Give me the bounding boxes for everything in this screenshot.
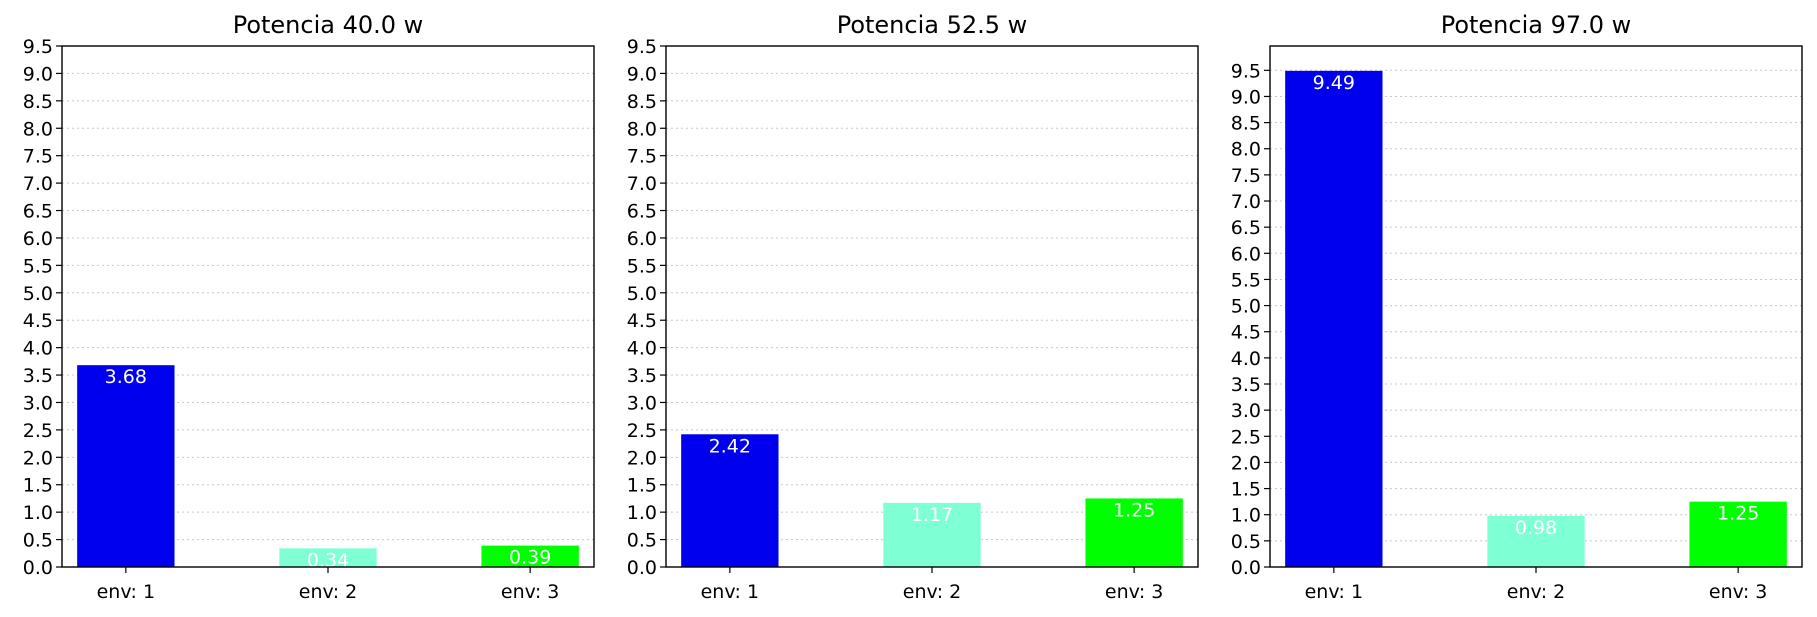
y-tick-label: 6.5 <box>627 201 657 223</box>
y-tick-label: 5.5 <box>23 255 53 277</box>
bar-value-label: 3.68 <box>105 366 147 388</box>
y-tick-label: 7.0 <box>627 173 657 195</box>
y-tick-label: 2.0 <box>627 447 657 469</box>
y-tick-label: 2.5 <box>23 420 53 442</box>
y-tick-label: 6.0 <box>627 228 657 250</box>
chart-title: Potencia 40.0 w <box>233 11 424 39</box>
bar-2-2 <box>883 502 981 567</box>
x-tick-label: env: 1 <box>97 581 155 603</box>
y-tick-label: 9.5 <box>627 36 657 58</box>
y-tick-label: 4.5 <box>23 310 53 332</box>
bar-1-3 <box>481 545 579 567</box>
y-tick-label: 2.5 <box>1231 426 1261 448</box>
x-tick-label: env: 1 <box>1305 581 1363 603</box>
y-tick-label: 9.5 <box>1231 60 1261 82</box>
chart-title: Potencia 97.0 w <box>1441 11 1632 39</box>
y-tick-label: 3.5 <box>1231 374 1261 396</box>
y-tick-label: 2.5 <box>627 420 657 442</box>
chart-panel-1: 3.68 0.34 0.39 0.0 0.5 1.0 1.5 2.0 2.5 3.0 3.5 4.0 4… <box>23 11 595 603</box>
chart-panel-2: 2.42 1.17 1.25 0.0 0.5 1.0 1.5 2.0 2.5 3.0 3.5 4.0 4… <box>627 11 1199 603</box>
y-tick-label: 8.5 <box>23 91 53 113</box>
y-tick-label: 0.0 <box>1231 557 1261 579</box>
bar-value-label: 9.49 <box>1313 72 1355 94</box>
bar-2-3 <box>1085 498 1183 567</box>
y-tick-label: 1.5 <box>1231 479 1261 501</box>
y-tick-label: 7.0 <box>1231 191 1261 213</box>
y-tick-label: 8.5 <box>1231 113 1261 135</box>
y-tick-label: 5.0 <box>23 283 53 305</box>
bar-3-2 <box>1487 515 1585 567</box>
y-tick-label: 5.5 <box>627 255 657 277</box>
y-tick-label: 9.0 <box>627 63 657 85</box>
y-tick-label: 0.5 <box>23 530 53 552</box>
y-tick-label: 5.5 <box>1231 269 1261 291</box>
y-tick-label: 8.0 <box>627 118 657 140</box>
chart-title: Potencia 52.5 w <box>837 11 1028 39</box>
y-tick-label: 6.0 <box>23 228 53 250</box>
y-tick-label: 6.5 <box>1231 217 1261 239</box>
y-tick-label: 5.0 <box>627 283 657 305</box>
y-tick-label: 3.0 <box>1231 400 1261 422</box>
bar-value-label: 0.98 <box>1515 517 1557 539</box>
bar-value-label: 1.25 <box>1113 499 1155 521</box>
y-tick-label: 3.5 <box>627 365 657 387</box>
y-tick-label: 8.0 <box>23 118 53 140</box>
y-tick-label: 9.5 <box>23 36 53 58</box>
y-tick-label: 9.0 <box>23 63 53 85</box>
y-tick-label: 8.0 <box>1231 139 1261 161</box>
bar-value-label: 1.25 <box>1717 503 1759 525</box>
bar-3-3 <box>1689 501 1787 567</box>
x-tick-label: env: 3 <box>501 581 559 603</box>
y-tick-label: 4.0 <box>627 338 657 360</box>
x-tick-label: env: 3 <box>1105 581 1163 603</box>
y-tick-label: 0.0 <box>627 557 657 579</box>
bar-1-2 <box>279 548 377 567</box>
y-tick-label: 3.0 <box>23 392 53 414</box>
x-tick-label: env: 2 <box>299 581 357 603</box>
y-tick-label: 8.5 <box>627 91 657 113</box>
bar-value-label: 2.42 <box>709 435 751 457</box>
y-tick-label: 2.0 <box>23 447 53 469</box>
y-tick-label: 1.0 <box>627 502 657 524</box>
chart-panel-3: 9.49 0.98 1.25 0.0 0.5 1.0 1.5 2.0 2.5 3.0 3.5 4.0 4… <box>1231 11 1803 603</box>
y-tick-label: 5.0 <box>1231 296 1261 318</box>
y-tick-label: 0.0 <box>23 557 53 579</box>
y-tick-label: 7.0 <box>23 173 53 195</box>
y-tick-label: 4.0 <box>23 338 53 360</box>
y-tick-label: 6.0 <box>1231 243 1261 265</box>
y-tick-label: 7.5 <box>23 146 53 168</box>
y-tick-label: 4.0 <box>1231 348 1261 370</box>
y-tick-label: 1.0 <box>23 502 53 524</box>
x-tick-label: env: 2 <box>1507 581 1565 603</box>
bar-value-label: 0.34 <box>307 549 349 571</box>
y-tick-label: 9.0 <box>1231 86 1261 108</box>
y-tick-label: 0.5 <box>1231 531 1261 553</box>
x-tick-label: env: 1 <box>701 581 759 603</box>
y-tick-label: 7.5 <box>1231 165 1261 187</box>
y-tick-label: 4.5 <box>1231 322 1261 344</box>
y-tick-label: 1.5 <box>23 475 53 497</box>
bar-1-1 <box>77 365 175 567</box>
y-tick-label: 3.5 <box>23 365 53 387</box>
y-tick-label: 3.0 <box>627 392 657 414</box>
y-tick-label: 2.0 <box>1231 452 1261 474</box>
bar-value-label: 0.39 <box>509 547 551 569</box>
x-tick-label: env: 3 <box>1709 581 1767 603</box>
y-tick-label: 1.5 <box>627 475 657 497</box>
y-tick-label: 4.5 <box>627 310 657 332</box>
y-tick-label: 1.0 <box>1231 505 1261 527</box>
bar-value-label: 1.17 <box>911 504 953 526</box>
y-tick-label: 7.5 <box>627 146 657 168</box>
bar-3-1 <box>1285 70 1383 568</box>
x-tick-label: env: 2 <box>903 581 961 603</box>
y-tick-label: 0.5 <box>627 530 657 552</box>
bar-2-1 <box>681 434 779 567</box>
y-tick-label: 6.5 <box>23 201 53 223</box>
